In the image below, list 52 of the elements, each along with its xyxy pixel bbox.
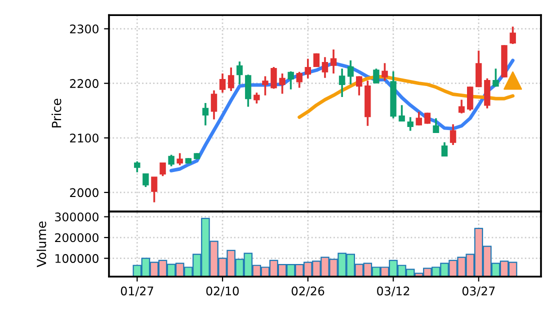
y-tick-label: 200000 [55,233,98,242]
candlestick [458,98,465,114]
candlestick [373,68,380,84]
y-axis-title: Volume [36,221,46,268]
candlestick [219,72,226,94]
y-tick-label: 2300 [70,24,98,34]
candlestick [304,58,312,80]
candlestick [236,60,243,86]
x-tick-label: 02/26 [292,286,324,296]
candlestick [202,102,209,126]
candlestick [168,154,174,168]
y-tick-label: 100000 [55,254,98,263]
candlestick [160,162,166,177]
candlestick [441,141,448,158]
candlestick [432,117,440,134]
candlestick [356,75,362,96]
candlestick [142,173,149,188]
y-tick-label: 2100 [70,134,98,143]
candlestick [330,48,337,74]
candlestick [270,66,277,90]
x-tick-label: 02/10 [206,286,239,296]
candlestick [492,68,499,88]
x-tick-label: 01/27 [120,286,154,296]
candlestick [313,52,320,68]
candlestick [322,56,328,79]
candlestick [210,90,218,120]
y-tick-label: 2000 [70,188,98,198]
candlestick [398,104,405,122]
candlestick [151,176,158,204]
candlestick [279,72,286,95]
candlestick [467,86,474,112]
candlestick [228,66,234,92]
x-tick-label: 03/27 [462,286,495,296]
y-tick-label: 2200 [70,79,98,88]
y-tick-label: 300000 [55,212,98,222]
candlestick [338,68,346,98]
candlestick [450,123,456,146]
candlestick [476,50,482,88]
candlestick [347,60,354,86]
candlestick [510,26,516,45]
candlestick [407,116,414,132]
candlestick [254,92,260,104]
candlestick [416,110,422,126]
candlestick [382,62,388,82]
x-tick-label: 03/12 [377,286,410,296]
y-axis-title: Price [52,98,62,128]
candlestick [245,74,252,108]
candlestick [288,70,294,90]
candlestick [134,160,140,174]
candlestick [262,75,268,96]
candlestick [296,70,302,89]
candlestick [176,152,183,166]
